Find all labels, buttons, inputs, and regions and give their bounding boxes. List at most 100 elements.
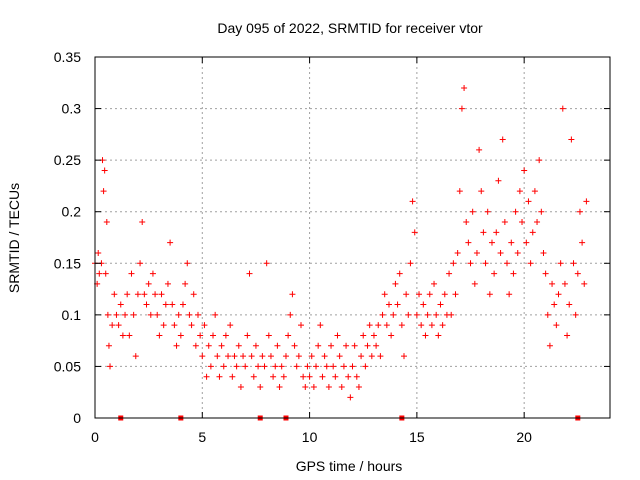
data-point xyxy=(300,373,307,380)
data-point xyxy=(315,342,322,349)
data-point xyxy=(104,311,111,318)
data-point xyxy=(420,301,427,308)
data-point xyxy=(334,332,341,339)
data-point xyxy=(203,373,210,380)
data-point xyxy=(257,384,264,391)
data-point xyxy=(551,301,558,308)
data-point xyxy=(512,208,519,215)
data-point xyxy=(471,280,478,287)
data-point xyxy=(278,363,285,370)
y-axis-label: SRMTID / TECUs xyxy=(6,183,22,293)
data-point xyxy=(506,291,513,298)
data-point xyxy=(259,353,266,360)
data-point xyxy=(197,332,204,339)
data-point xyxy=(501,219,508,226)
data-point xyxy=(117,301,124,308)
data-point xyxy=(330,363,337,370)
data-point xyxy=(538,208,545,215)
data-point xyxy=(358,353,365,360)
data-point xyxy=(439,322,446,329)
data-point xyxy=(145,280,152,287)
data-point xyxy=(343,342,350,349)
data-point xyxy=(134,291,141,298)
data-point xyxy=(244,332,251,339)
data-point xyxy=(154,311,161,318)
data-point xyxy=(175,311,182,318)
data-point xyxy=(465,239,472,246)
data-point xyxy=(555,291,562,298)
y-tick-label: 0.25 xyxy=(54,152,81,168)
data-point xyxy=(435,332,442,339)
data-point xyxy=(523,239,530,246)
data-point xyxy=(167,239,174,246)
data-point xyxy=(426,291,433,298)
data-point xyxy=(164,280,171,287)
data-point xyxy=(405,311,412,318)
data-point xyxy=(255,363,262,370)
data-point xyxy=(179,301,186,308)
data-point xyxy=(141,291,148,298)
data-point xyxy=(409,198,416,205)
data-point xyxy=(486,291,493,298)
data-point xyxy=(171,322,178,329)
data-point xyxy=(351,342,358,349)
data-point xyxy=(568,136,575,143)
data-point xyxy=(115,322,122,329)
data-point xyxy=(484,208,491,215)
y-tick-label: 0.05 xyxy=(54,358,81,374)
x-tick-label: 10 xyxy=(302,429,318,445)
data-point xyxy=(564,332,571,339)
data-point xyxy=(561,280,568,287)
data-point xyxy=(207,363,214,370)
data-point xyxy=(360,332,367,339)
data-point xyxy=(527,260,534,267)
data-point xyxy=(557,260,564,267)
data-point xyxy=(525,198,532,205)
data-point xyxy=(227,322,234,329)
data-point xyxy=(252,342,259,349)
data-point xyxy=(280,373,287,380)
data-point xyxy=(137,260,144,267)
data-point xyxy=(383,322,390,329)
data-point xyxy=(216,373,223,380)
data-point xyxy=(102,270,109,277)
plot-frame xyxy=(94,56,611,419)
data-points xyxy=(92,84,590,401)
data-point xyxy=(276,384,283,391)
data-point xyxy=(162,301,169,308)
data-point xyxy=(306,373,313,380)
data-point xyxy=(398,322,405,329)
data-point xyxy=(229,373,236,380)
data-point xyxy=(473,249,480,256)
data-point xyxy=(313,363,320,370)
data-point xyxy=(428,322,435,329)
data-point xyxy=(263,260,270,267)
data-point xyxy=(184,260,191,267)
data-point xyxy=(476,146,483,153)
data-point xyxy=(531,188,538,195)
data-point xyxy=(446,270,453,277)
data-point xyxy=(321,353,328,360)
data-point xyxy=(510,270,517,277)
data-point xyxy=(122,311,129,318)
data-point xyxy=(540,249,547,256)
data-point xyxy=(454,249,461,256)
data-point xyxy=(403,291,410,298)
data-point xyxy=(416,291,423,298)
data-point xyxy=(101,167,108,174)
data-point xyxy=(319,373,326,380)
data-point xyxy=(450,260,457,267)
data-point xyxy=(394,301,401,308)
data-point xyxy=(433,311,440,318)
data-point xyxy=(375,322,382,329)
data-point xyxy=(407,260,414,267)
data-point xyxy=(107,363,114,370)
data-point xyxy=(214,353,221,360)
data-point xyxy=(544,311,551,318)
data-point xyxy=(488,239,495,246)
data-point xyxy=(373,342,380,349)
data-point xyxy=(105,342,112,349)
data-point xyxy=(553,322,560,329)
data-point xyxy=(308,353,315,360)
data-point xyxy=(186,311,193,318)
